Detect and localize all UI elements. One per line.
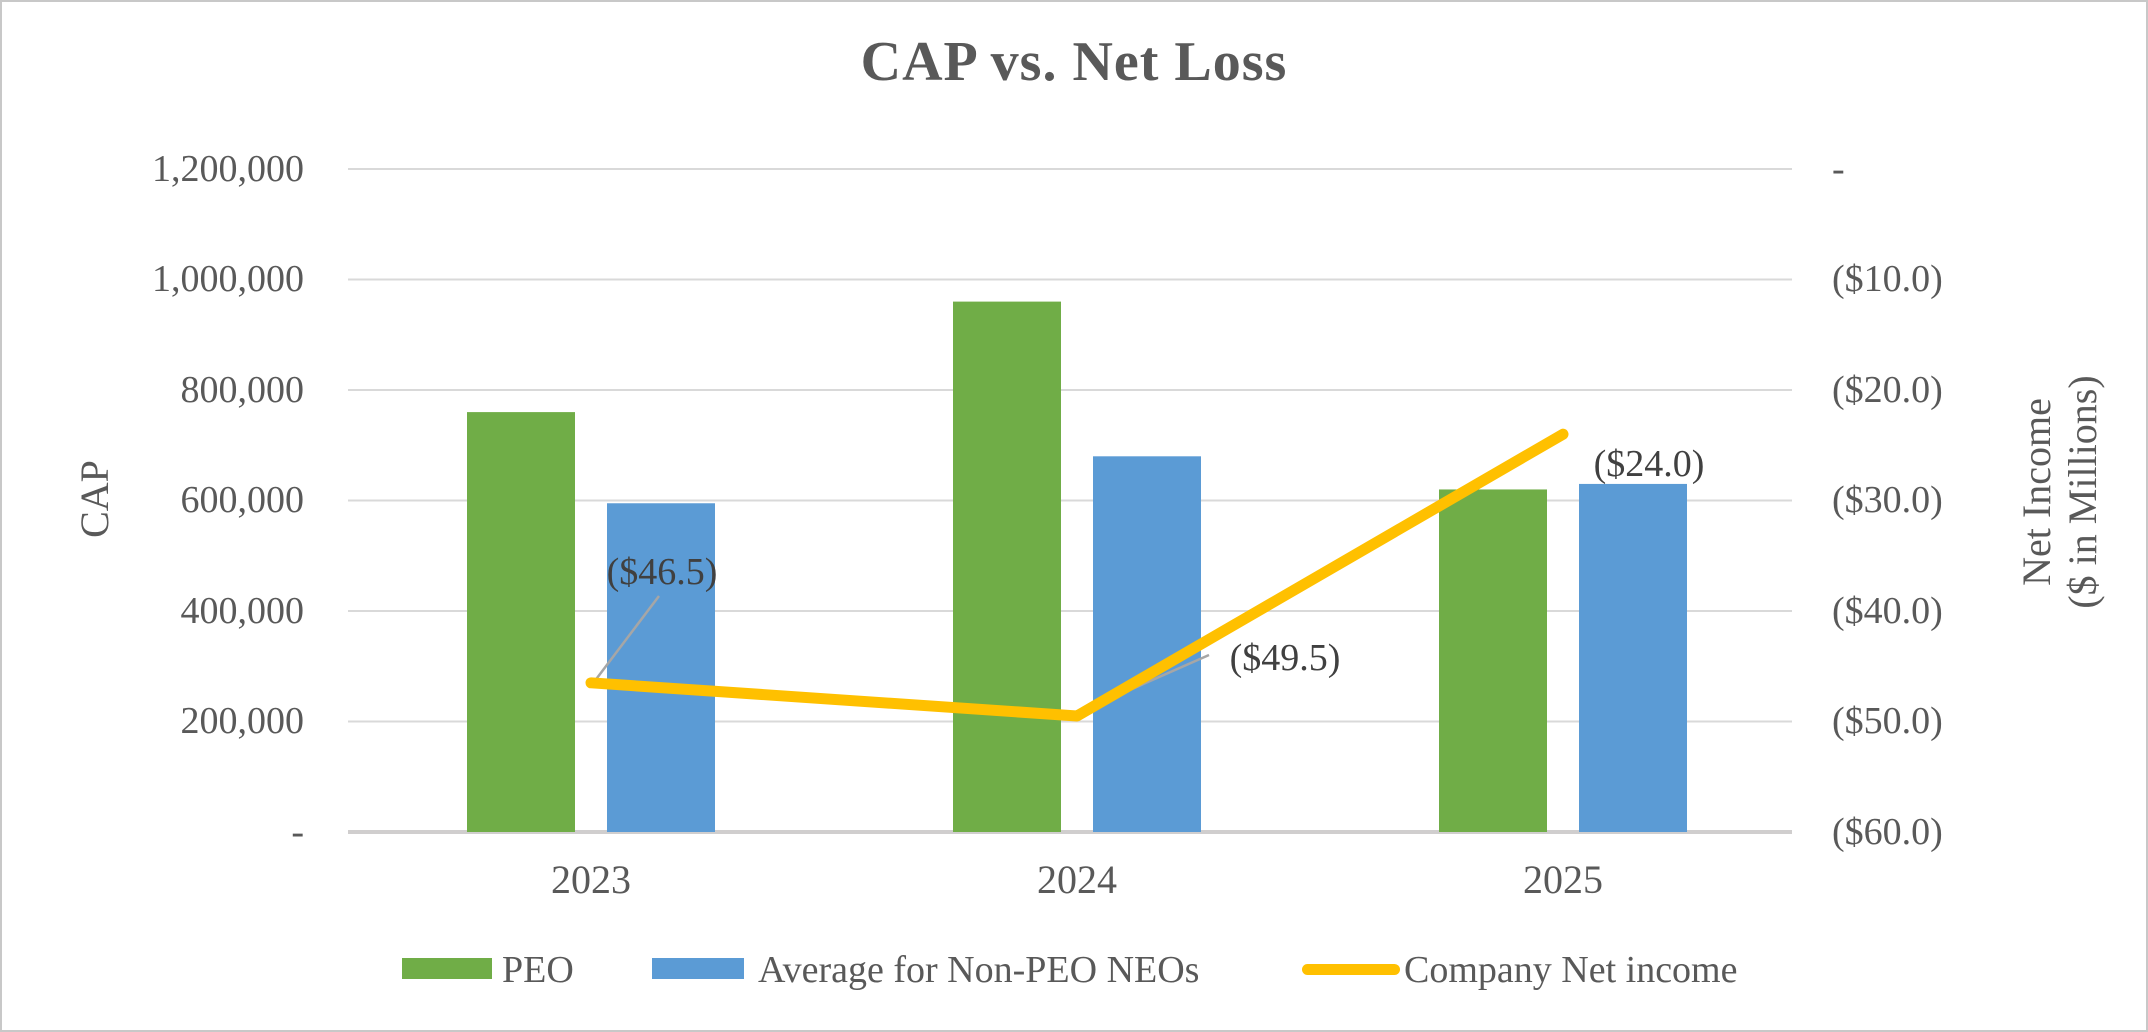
data-label-net-income-2025: ($24.0): [1593, 443, 1705, 485]
left-axis-title: CAP: [72, 460, 117, 538]
right-axis-tick: ($50.0): [1832, 700, 1943, 742]
data-label-net-income-2023: ($46.5): [606, 551, 718, 593]
right-axis-tick: ($20.0): [1832, 369, 1943, 411]
x-axis-label-2025: 2025: [1523, 857, 1603, 902]
data-label-net-income-2024: ($49.5): [1229, 637, 1341, 679]
bar-peo-2023: [467, 412, 575, 832]
right-axis-title: Net Income ($ in Millions): [2014, 292, 2114, 692]
right-axis-tick: ($40.0): [1832, 590, 1943, 632]
legend-swatch-non-peo-neos: [652, 958, 744, 979]
legend-swatch-company-net-income: [1302, 964, 1400, 975]
right-axis-tick: -: [1832, 148, 1845, 190]
chart-title: CAP vs. Net Loss: [860, 31, 1288, 93]
right-axis-tick: ($60.0): [1832, 811, 1943, 853]
bar-non-peo-neos-2024: [1093, 456, 1201, 832]
left-axis-tick: -: [291, 811, 304, 853]
right-axis-tick: ($30.0): [1832, 479, 1943, 521]
legend-label-company-net-income: Company Net income: [1404, 949, 1738, 991]
x-axis-label-2023: 2023: [551, 857, 631, 902]
bar-peo-2025: [1439, 489, 1547, 832]
leader-line-2023: [593, 595, 660, 683]
left-axis-tick: 800,000: [180, 369, 305, 411]
left-axis-tick: 400,000: [180, 590, 305, 632]
left-axis-tick: 200,000: [180, 700, 305, 742]
right-axis-title-line2: ($ in Millions): [2060, 375, 2105, 609]
company-net-income-line: [585, 428, 1569, 722]
legend-swatch-peo: [402, 958, 492, 979]
x-axis-label-2024: 2024: [1037, 857, 1117, 902]
bar-non-peo-neos-2023: [607, 503, 715, 832]
bar-non-peo-neos-2025: [1579, 483, 1687, 832]
right-axis-title-line1: Net Income: [2014, 398, 2059, 586]
left-axis-tick: 1,200,000: [152, 148, 304, 190]
right-axis-tick: ($10.0): [1832, 258, 1943, 300]
legend-label-peo: PEO: [502, 949, 574, 991]
left-axis-tick: 600,000: [180, 479, 305, 521]
bar-peo-2024: [953, 301, 1061, 833]
left-axis-tick: 1,000,000: [152, 258, 304, 300]
legend-label-non-peo-neos: Average for Non-PEO NEOs: [758, 949, 1200, 991]
